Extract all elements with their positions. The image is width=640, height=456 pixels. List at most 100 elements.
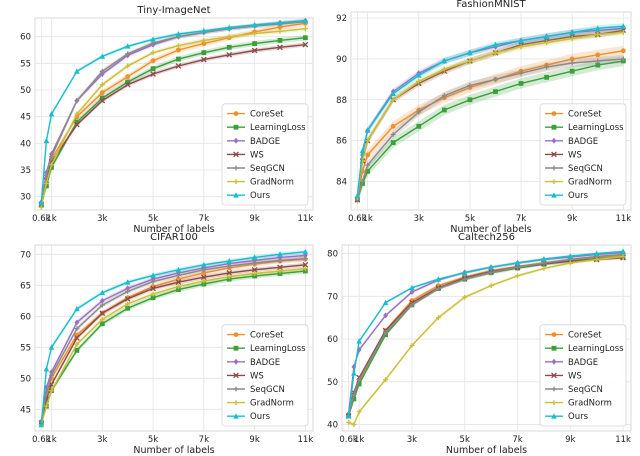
data-point [150,71,156,77]
y-tick-label: 88 [336,96,347,106]
legend-entry: Ours [545,191,589,201]
x-tick-label: 0.6k [32,214,51,224]
data-point [409,289,415,296]
legend-entry: CoreSet [545,331,602,341]
data-point [492,41,499,48]
data-point [435,276,442,282]
data-point [302,266,308,271]
series-group [38,248,309,428]
data-point [176,284,181,289]
data-point [43,137,50,144]
data-point [493,89,498,95]
data-point [125,289,131,294]
data-point [544,74,550,80]
data-point [150,50,156,56]
series-group [354,23,627,205]
data-point [201,50,207,56]
data-point [441,57,448,64]
data-point [544,64,550,70]
data-point [176,56,181,62]
data-point [541,256,547,262]
legend-label: LearningLoss [250,344,306,354]
x-axis-label: Number of labels [450,224,531,235]
legend-box [221,103,309,206]
data-point [150,291,156,297]
x-tick-label: 11k [298,435,314,445]
data-point [74,121,80,128]
data-point [175,279,182,286]
data-point [226,258,233,264]
data-point [351,363,357,370]
data-point [226,51,233,58]
data-point [252,271,258,276]
y-tick-label: 40 [20,139,31,149]
data-point [620,248,626,254]
data-point [226,274,232,280]
legend-label: Ours [568,191,589,201]
legend-marker [551,372,557,379]
data-point [441,107,447,113]
data-point [462,276,468,282]
data-point [416,109,422,115]
data-point [226,276,232,282]
x-tick-label: 11k [615,214,631,224]
legend-entry: WS [227,150,264,160]
data-point [43,366,50,372]
legend-marker [233,332,239,337]
data-point [620,23,627,29]
y-tick-label: 70 [20,250,31,260]
data-point [201,278,207,284]
legend-entry: GradNorm [227,178,294,188]
data-point [356,381,362,387]
legend-marker [233,111,239,116]
data-point [409,302,415,308]
data-point [226,44,232,50]
data-point [125,74,131,80]
legend-entry: GradNorm [545,399,612,409]
x-tick-label: 7k [199,214,209,224]
data-point [99,297,105,304]
y-tick-label: 45 [20,405,31,415]
data-point [462,294,468,300]
data-point [514,259,521,266]
data-point [252,41,258,46]
legend-entry: BADGE [545,137,598,147]
legend-entry: WS [545,371,582,381]
data-point [150,36,156,42]
data-point [467,58,473,64]
data-point [302,41,309,48]
data-point [201,38,207,43]
data-point [595,62,601,68]
data-point [435,315,441,321]
data-point [251,47,258,54]
data-point [201,281,207,287]
legend-marker [551,111,557,116]
data-point [124,81,131,88]
legend-marker [551,151,557,158]
legend-label: GradNorm [568,178,612,188]
data-point [44,403,49,409]
data-point [150,58,156,64]
data-point [488,269,494,275]
series-ours [345,248,626,419]
data-point [569,60,575,66]
legend-label: LearningLoss [250,123,306,133]
legend-marker [233,137,239,144]
data-point [74,326,80,332]
series-ours [38,18,309,206]
series-gradnorm [38,26,308,210]
data-point [351,396,357,402]
data-point [356,409,362,415]
y-tick-label: 60 [327,335,338,345]
data-point [493,50,498,56]
y-tick-label: 70 [327,292,338,302]
data-point [277,19,283,26]
data-point [48,111,55,117]
data-point [346,420,351,425]
y-tick-label: 55 [20,343,31,353]
data-point [416,79,422,84]
data-point [277,264,283,271]
data-point [416,123,422,129]
data-point [99,289,106,296]
